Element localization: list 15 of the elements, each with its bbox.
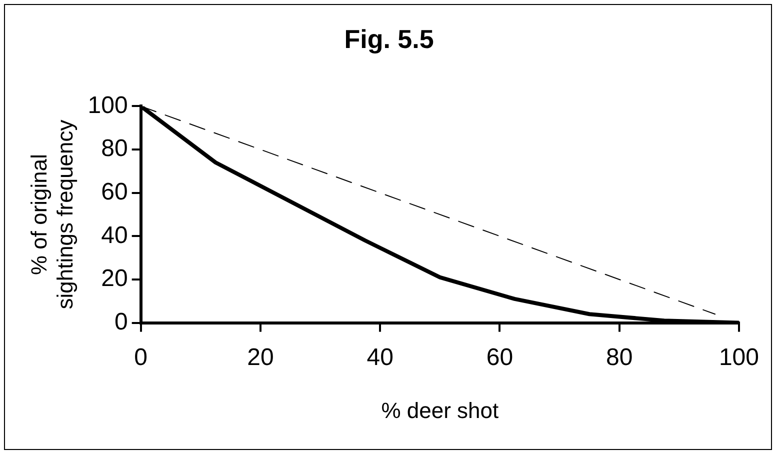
x-tick-label: 40 bbox=[366, 344, 394, 371]
x-tick-label: 80 bbox=[606, 344, 633, 371]
chart-title: Fig. 5.5 bbox=[344, 24, 434, 54]
x-tick-label: 0 bbox=[134, 344, 148, 371]
x-tick-label: 60 bbox=[486, 344, 514, 371]
y-axis-title: % of original sightings frequency bbox=[26, 120, 78, 310]
x-axis-title: % deer shot bbox=[381, 398, 499, 423]
y-tick-label: 80 bbox=[101, 135, 128, 162]
y-tick-label: 100 bbox=[88, 92, 128, 119]
x-tick-label: 100 bbox=[718, 344, 759, 371]
y-tick-label: 20 bbox=[101, 265, 128, 292]
y-tick-label: 40 bbox=[101, 222, 128, 249]
y-tick-label: 0 bbox=[114, 308, 128, 336]
x-tick-label: 20 bbox=[247, 344, 274, 371]
y-tick-label: 60 bbox=[101, 178, 128, 206]
